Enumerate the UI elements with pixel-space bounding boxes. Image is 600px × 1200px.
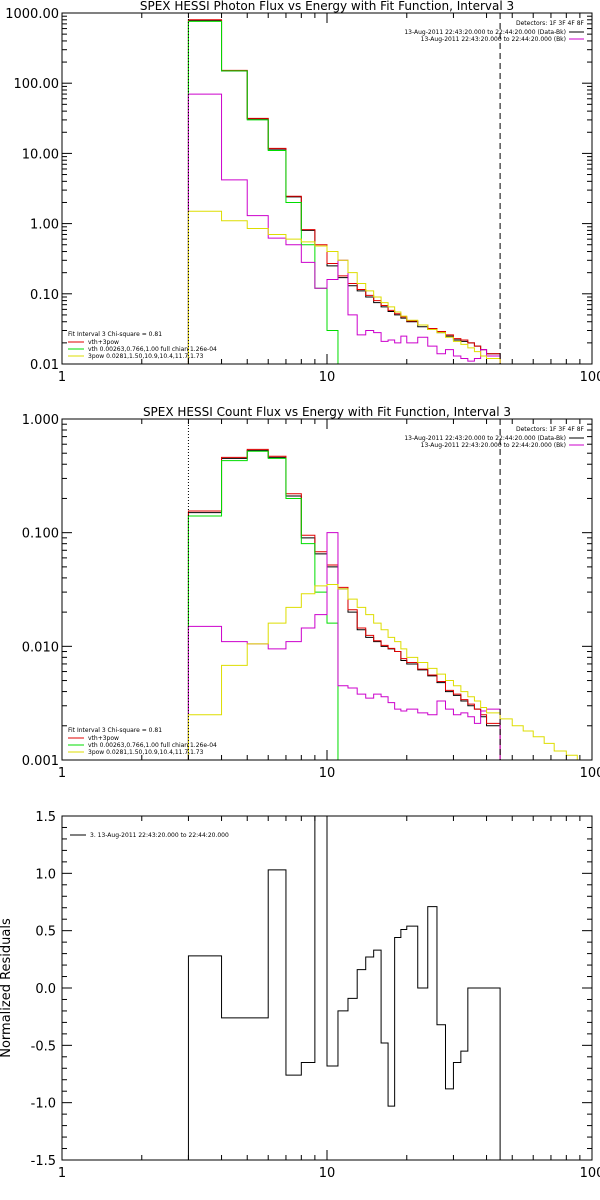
y-tick-label: 0.10 [30, 288, 59, 303]
legend-right: Detectors: 1F 3F 4F 8F 13-Aug-2011 22:43:… [404, 426, 584, 449]
x-tick-label: 100 [580, 766, 600, 781]
x-tick-label: 100 [580, 1166, 600, 1181]
x-tick-label: 10 [319, 1166, 336, 1181]
legend-entry: vth 0.00263,0.766,1.00 full chian 1.26e-… [88, 742, 217, 749]
legend-fit: Fit Interval 3 Chi-square = 0.81vth+3pow… [68, 727, 217, 756]
y-tick-label: 1.5 [35, 810, 56, 825]
series-line-0 [187, 816, 501, 1160]
y-axis: -1.5 -1.0 -0.5 0.0 0.5 1.0 1.5 [31, 810, 592, 1169]
series-line-4 [187, 210, 513, 364]
series-line-2 [187, 20, 339, 364]
series-line-2 [187, 450, 339, 760]
legend-entry: 3. 13-Aug-2011 22:43:20.000 to 22:44:20.… [90, 832, 229, 839]
x-tick-label: 1 [58, 1166, 66, 1181]
legend-entry: vth+3pow [88, 735, 119, 742]
series-line-3 [187, 532, 501, 760]
y-axis: 0.01 0.10 1.00 10.00 100.00 1000.00 [5, 7, 592, 373]
y-tick-label: 100.00 [14, 77, 60, 92]
y-axis: 0.001 0.010 0.100 1.000 [22, 413, 592, 769]
series-group [187, 816, 501, 1160]
x-axis: 1 10 100 [58, 13, 600, 385]
series-line-1 [187, 19, 501, 364]
panel-3: Normalized Residuals 1 10 100 -1.5 -1.0 -0.5 0.… [0, 810, 600, 1181]
x-tick-label: 1 [58, 370, 66, 385]
x-axis: 1 10 100 [58, 816, 600, 1181]
panel-2: SPEX HESSI Count Flux vs Energy with Fit… [22, 405, 600, 781]
legend-entry: 3pow 0.0281,1.50,10.9,10.4,11.7,1.73 [88, 749, 204, 756]
y-tick-label: 1.00 [30, 218, 59, 233]
legend-entry: 13-Aug-2011 22:43:20.000 to 22:44:20.000… [404, 29, 566, 36]
legend-entry: 13-Aug-2011 22:43:20.000 to 22:44:20.000… [421, 36, 566, 43]
y-tick-label: 0.010 [22, 640, 59, 655]
legend-detectors: Detectors: 1F 3F 4F 8F [516, 20, 585, 27]
x-tick-label: 1 [58, 766, 66, 781]
chart-title: SPEX HESSI Count Flux vs Energy with Fit… [143, 405, 511, 419]
y-tick-label: 1.000 [22, 413, 59, 428]
panel-1: SPEX HESSI Photon Flux vs Energy with Fi… [5, 0, 600, 385]
legend-entry: 13-Aug-2011 22:43:20.000 to 22:44:20.000… [404, 435, 566, 442]
legend-entry: vth+3pow [88, 339, 119, 346]
legend-right: Detectors: 1F 3F 4F 8F 13-Aug-2011 22:43:… [404, 20, 584, 43]
y-tick-label: 0.01 [30, 358, 59, 373]
fit-header: Fit Interval 3 Chi-square = 0.81 [68, 331, 162, 338]
chart-title: SPEX HESSI Photon Flux vs Energy with Fi… [140, 0, 514, 13]
y-tick-label: -0.5 [31, 1039, 56, 1054]
legend-detectors: Detectors: 1F 3F 4F 8F [516, 426, 585, 433]
x-tick-label: 10 [319, 370, 336, 385]
y-axis-label: Normalized Residuals [0, 918, 14, 1058]
series-group [187, 19, 513, 364]
y-tick-label: 0.5 [35, 925, 56, 940]
fit-header: Fit Interval 3 Chi-square = 0.81 [68, 727, 162, 734]
legend-entry: vth 0.00263,0.766,1.00 full chian 1.26e-… [88, 346, 217, 353]
series-line-4 [187, 583, 587, 760]
y-tick-label: -1.5 [31, 1154, 56, 1169]
series-line-1 [187, 448, 501, 760]
y-tick-label: 0.001 [22, 754, 59, 769]
y-tick-label: 1.0 [35, 867, 56, 882]
y-tick-label: 1000.00 [5, 7, 59, 22]
legend-entry: 13-Aug-2011 22:43:20.000 to 22:44:20.000… [421, 442, 566, 449]
y-tick-label: 10.00 [22, 147, 59, 162]
legend-entry: 3pow 0.0281,1.50,10.9,10.4,11.7,1.73 [88, 353, 204, 360]
x-tick-label: 100 [580, 370, 600, 385]
y-tick-label: 0.100 [22, 527, 59, 542]
x-tick-label: 10 [319, 766, 336, 781]
y-tick-label: 0.0 [35, 982, 56, 997]
legend-fit: Fit Interval 3 Chi-square = 0.81vth+3pow… [68, 331, 217, 360]
series-line-3 [187, 93, 501, 364]
y-tick-label: -1.0 [31, 1097, 56, 1112]
x-axis: 1 10 100 [58, 419, 600, 781]
legend-fit: 3. 13-Aug-2011 22:43:20.000 to 22:44:20.… [70, 832, 229, 839]
series-group [187, 448, 587, 760]
